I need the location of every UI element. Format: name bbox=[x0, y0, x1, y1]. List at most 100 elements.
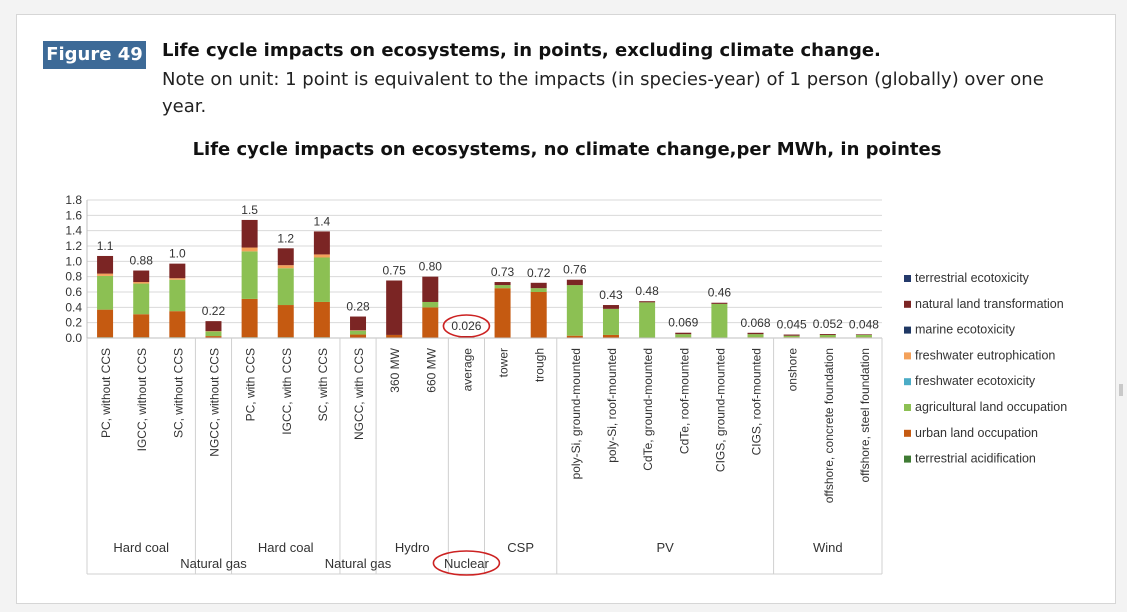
figure-card bbox=[16, 14, 1116, 604]
bar-total-label: 1.1 bbox=[97, 239, 114, 253]
legend-label: freshwater ecotoxicity bbox=[915, 374, 1036, 388]
bar-total-label: 1.2 bbox=[277, 231, 294, 245]
bar-segment bbox=[783, 334, 800, 336]
category-label: offshore, concrete foundation bbox=[822, 348, 836, 503]
bar-segment bbox=[97, 275, 114, 310]
y-tick-label: 0.6 bbox=[65, 285, 82, 299]
legend-label: urban land occupation bbox=[915, 426, 1038, 440]
category-label: CIGS, roof-mounted bbox=[750, 348, 764, 455]
bar-total-label: 1.4 bbox=[314, 214, 331, 228]
bar-segment bbox=[386, 334, 403, 338]
bar-segment bbox=[169, 279, 186, 312]
category-label: 360 MW bbox=[388, 347, 402, 392]
bar-segment bbox=[169, 311, 186, 338]
legend-label: marine ecotoxicity bbox=[915, 323, 1016, 337]
bar-total-label: 1.0 bbox=[169, 247, 186, 261]
legend-swatch bbox=[904, 326, 911, 334]
category-label: PC, without CCS bbox=[99, 348, 113, 438]
group-label: Natural gas bbox=[180, 556, 247, 571]
category-label: IGCC, without CCS bbox=[135, 348, 149, 451]
bar-segment bbox=[494, 288, 511, 338]
bar-total-label: 0.46 bbox=[708, 286, 732, 300]
bar-segment bbox=[711, 303, 728, 338]
bar-segment bbox=[422, 276, 439, 302]
bar-total-label: 1.5 bbox=[241, 203, 258, 217]
bar-segment bbox=[530, 288, 547, 292]
bar-segment bbox=[350, 316, 367, 331]
category-label: 660 MW bbox=[424, 347, 438, 392]
legend-swatch bbox=[904, 429, 911, 437]
bar-segment bbox=[639, 301, 656, 303]
category-label: PC, with CCS bbox=[244, 348, 258, 421]
bar-segment bbox=[855, 334, 872, 335]
legend-label: agricultural land occupation bbox=[915, 400, 1067, 414]
legend-swatch bbox=[904, 300, 911, 308]
legend-swatch bbox=[904, 455, 911, 463]
highlight-circle bbox=[432, 550, 501, 576]
category-label: SC, with CCS bbox=[316, 348, 330, 421]
bar-total-label: 0.72 bbox=[527, 266, 551, 280]
bar-segment bbox=[602, 334, 619, 338]
legend-label: freshwater eutrophication bbox=[915, 348, 1055, 362]
group-label: Natural gas bbox=[325, 556, 392, 571]
bar-segment bbox=[855, 334, 872, 338]
legend-label: terrestrial ecotoxicity bbox=[915, 271, 1030, 285]
group-label: Hard coal bbox=[113, 540, 169, 555]
bar-total-label: 0.026 bbox=[451, 319, 481, 333]
bar-segment bbox=[205, 336, 222, 338]
bar-segment bbox=[97, 255, 114, 274]
bar-segment bbox=[169, 263, 186, 279]
bar-segment bbox=[422, 301, 439, 308]
legend-swatch bbox=[904, 378, 911, 386]
category-label: IGCC, with CCS bbox=[280, 348, 294, 435]
bar-segment bbox=[277, 268, 294, 306]
bar-segment bbox=[205, 321, 222, 332]
y-tick-label: 0.4 bbox=[65, 300, 82, 314]
bar-total-label: 0.75 bbox=[382, 264, 406, 278]
category-label: CIGS, ground-mounted bbox=[713, 348, 727, 472]
bar-segment bbox=[133, 314, 150, 338]
scrollbar-thumb[interactable] bbox=[1119, 384, 1123, 396]
legend-label: terrestrial acidification bbox=[915, 452, 1036, 466]
bar-segment bbox=[350, 334, 367, 338]
bar-segment bbox=[566, 335, 583, 338]
bar-segment bbox=[277, 305, 294, 338]
legend-label: natural land transformation bbox=[915, 297, 1064, 311]
bar-total-label: 0.068 bbox=[741, 316, 771, 330]
bar-segment bbox=[747, 334, 764, 338]
bar-segment bbox=[386, 280, 403, 335]
category-label: average bbox=[460, 348, 474, 392]
bar-segment bbox=[205, 331, 222, 337]
figure-title: Life cycle impacts on ecosystems, in poi… bbox=[162, 40, 881, 61]
bar-segment bbox=[639, 302, 656, 338]
category-label: onshore bbox=[786, 348, 800, 392]
category-label: trough bbox=[533, 348, 547, 382]
bar-total-label: 0.22 bbox=[202, 304, 226, 318]
group-label: PV bbox=[657, 540, 675, 555]
chart-title: Life cycle impacts on ecosystems, no cli… bbox=[193, 139, 942, 160]
legend-swatch bbox=[904, 404, 911, 411]
bar-total-label: 0.048 bbox=[849, 317, 879, 331]
bar-total-label: 0.052 bbox=[813, 317, 843, 331]
y-tick-label: 1.2 bbox=[65, 239, 82, 253]
bar-total-label: 0.88 bbox=[130, 254, 154, 268]
category-label: offshore, steel foundation bbox=[858, 348, 872, 483]
bar-total-label: 0.43 bbox=[599, 288, 623, 302]
group-label: Hydro bbox=[395, 540, 430, 555]
category-label: CdTe, ground-mounted bbox=[641, 348, 655, 471]
bar-segment bbox=[602, 308, 619, 335]
bar-segment bbox=[97, 309, 114, 338]
category-label: CdTe, roof-mounted bbox=[677, 348, 691, 454]
category-label: NGCC, with CCS bbox=[352, 348, 366, 440]
bar-segment bbox=[566, 285, 583, 336]
bar-segment bbox=[133, 282, 150, 284]
bar-total-label: 0.48 bbox=[635, 284, 659, 298]
category-label: SC, without CCS bbox=[171, 348, 185, 438]
bar-total-label: 0.76 bbox=[563, 263, 587, 277]
group-label: Nuclear bbox=[444, 556, 489, 571]
bar-segment bbox=[241, 219, 258, 248]
bar-total-label: 0.045 bbox=[777, 318, 807, 332]
legend-swatch bbox=[904, 275, 911, 282]
group-label: Hard coal bbox=[258, 540, 314, 555]
